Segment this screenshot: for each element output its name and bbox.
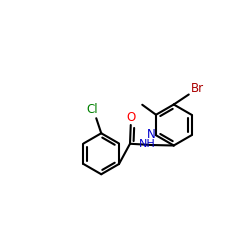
Text: Br: Br xyxy=(191,82,204,95)
Text: O: O xyxy=(126,111,136,124)
Text: NH: NH xyxy=(138,139,155,149)
Text: N: N xyxy=(147,128,156,140)
Text: Cl: Cl xyxy=(87,103,98,116)
